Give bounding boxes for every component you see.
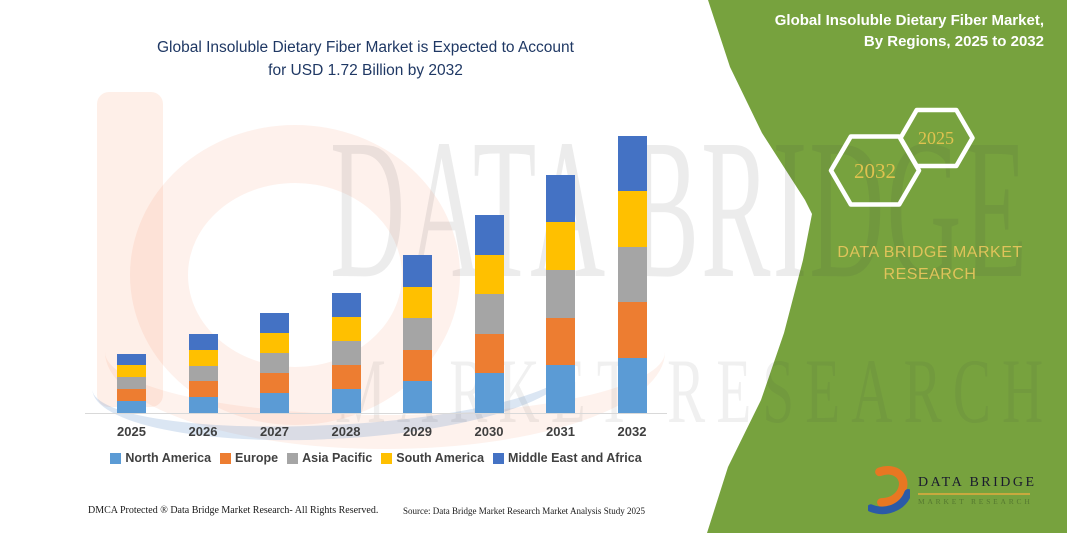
bar-segment-middle-east-and-africa	[188, 334, 218, 350]
bar-segment-south-america	[474, 254, 504, 295]
x-axis-label-2025: 2025	[117, 424, 146, 439]
legend-swatch-icon	[110, 452, 122, 464]
x-axis-label-2031: 2031	[546, 424, 575, 439]
legend-item-europe: Europe	[220, 451, 278, 465]
bar-segment-asia-pacific	[117, 377, 146, 390]
bar-2027	[260, 313, 289, 413]
page-title-line2: for USD 1.72 Billion by 2032	[268, 62, 463, 79]
bar-segment-europe	[403, 349, 432, 382]
x-axis-label-2026: 2026	[188, 424, 218, 439]
bar-2025	[117, 353, 146, 413]
bar-segment-middle-east-and-africa	[260, 313, 289, 333]
bar-segment-asia-pacific	[546, 269, 575, 318]
legend-label: Europe	[235, 451, 279, 465]
bar-segment-europe	[331, 364, 361, 389]
bar-segment-europe	[546, 317, 575, 366]
bar-2031	[546, 174, 575, 413]
bar-segment-north-america	[474, 373, 504, 413]
logo-subtitle: MARKET RESEARCH	[918, 496, 1033, 506]
chart-legend: North America Europe Asia Pacific South Ame…	[85, 451, 667, 465]
bar-2028	[331, 292, 361, 413]
legend-item-middle-east-and-africa: Middle East and Africa	[493, 451, 642, 465]
databridge-logo: DATA BRIDGE MARKET RESEARCH	[868, 462, 1058, 518]
bar-segment-north-america	[331, 388, 361, 413]
bar-segment-europe	[188, 381, 218, 398]
bar-segment-asia-pacific	[403, 318, 432, 350]
bar-segment-middle-east-and-africa	[331, 292, 361, 317]
bar-segment-south-america	[331, 316, 361, 341]
bar-segment-north-america	[260, 393, 289, 413]
hexagon-year-2032: 2032	[854, 159, 896, 183]
bar-segment-asia-pacific	[474, 294, 504, 334]
bar-2032	[617, 136, 647, 413]
databridge-logo-text: DATA BRIDGE MARKET RESEARCH	[918, 475, 1037, 506]
brand-text-line2: RESEARCH	[883, 266, 977, 283]
bar-segment-north-america	[403, 381, 432, 413]
footer-source: Source: Data Bridge Market Research Mark…	[403, 506, 645, 516]
bar-segment-middle-east-and-africa	[403, 255, 432, 287]
logo-name: DATA BRIDGE	[918, 474, 1037, 490]
page-title: Global Insoluble Dietary Fiber Market is…	[88, 36, 643, 82]
brand-text: DATA BRIDGE MARKET RESEARCH	[800, 242, 1060, 286]
legend-swatch-icon	[287, 452, 299, 464]
bar-segment-south-america	[117, 365, 146, 378]
legend-label: South America	[396, 451, 485, 465]
hexagon-2032-outline-icon	[828, 134, 922, 207]
legend-item-south-america: South America	[381, 451, 484, 465]
stacked-bar-chart: 2025 2026 2027 2028 2029 2030 2031 2032	[85, 120, 667, 439]
bar-segment-south-america	[260, 333, 289, 353]
bar-segment-north-america	[188, 397, 218, 413]
panel-heading: Global Insoluble Dietary Fiber Market, B…	[714, 10, 1044, 52]
footer-copyright: DMCA Protected ® Data Bridge Market Rese…	[88, 505, 379, 516]
bar-segment-europe	[474, 333, 504, 374]
legend-swatch-icon	[220, 452, 232, 464]
bar-segment-south-america	[546, 222, 575, 270]
bar-segment-middle-east-and-africa	[546, 174, 575, 223]
x-axis-label-2029: 2029	[403, 424, 432, 439]
x-axis-label-2030: 2030	[474, 424, 504, 439]
bar-segment-north-america	[617, 357, 647, 413]
x-axis-label-2027: 2027	[260, 424, 289, 439]
brand-text-line1: DATA BRIDGE MARKET	[837, 244, 1023, 261]
hexagon-badges-icon	[828, 107, 975, 207]
bar-segment-europe	[260, 373, 289, 393]
databridge-logo-icon	[868, 466, 910, 515]
bar-2029	[403, 255, 432, 413]
watermark-text-marketresearch: MARKET RESEARCH	[335, 340, 1055, 442]
bar-segment-europe	[617, 302, 647, 358]
bar-segment-asia-pacific	[331, 340, 361, 365]
panel-heading-line2: By Regions, 2025 to 2032	[863, 33, 1044, 50]
legend-item-asia-pacific: Asia Pacific	[287, 451, 372, 465]
legend-label: Asia Pacific	[302, 451, 373, 465]
bar-segment-asia-pacific	[260, 353, 289, 373]
x-axis-line	[85, 413, 667, 414]
watermark-text-databridge: DATA BRIDGE	[330, 99, 1030, 320]
page-title-line1: Global Insoluble Dietary Fiber Market is…	[157, 39, 574, 56]
x-axis-label-2028: 2028	[331, 424, 361, 439]
bar-segment-south-america	[403, 286, 432, 319]
bar-2026	[188, 334, 218, 413]
bar-segment-south-america	[188, 349, 218, 366]
bar-segment-north-america	[546, 365, 575, 413]
bar-segment-middle-east-and-africa	[117, 353, 146, 366]
logo-gold-rule	[918, 492, 1030, 495]
legend-swatch-icon	[381, 452, 393, 464]
hexagon-year-2025: 2025	[918, 128, 954, 148]
x-axis-label-2032: 2032	[617, 424, 647, 439]
bar-segment-middle-east-and-africa	[474, 215, 504, 255]
bar-segment-asia-pacific	[617, 246, 647, 303]
panel-heading-line1: Global Insoluble Dietary Fiber Market,	[774, 12, 1044, 29]
bar-segment-middle-east-and-africa	[617, 136, 647, 192]
bar-segment-south-america	[617, 191, 647, 247]
bar-segment-europe	[117, 389, 146, 402]
bar-2030	[474, 215, 504, 413]
legend-item-north-america: North America	[110, 451, 211, 465]
bar-segment-asia-pacific	[188, 365, 218, 382]
legend-label: Middle East and Africa	[508, 451, 642, 465]
legend-label: North America	[125, 451, 212, 465]
legend-swatch-icon	[493, 452, 505, 464]
bar-segment-north-america	[117, 401, 146, 413]
